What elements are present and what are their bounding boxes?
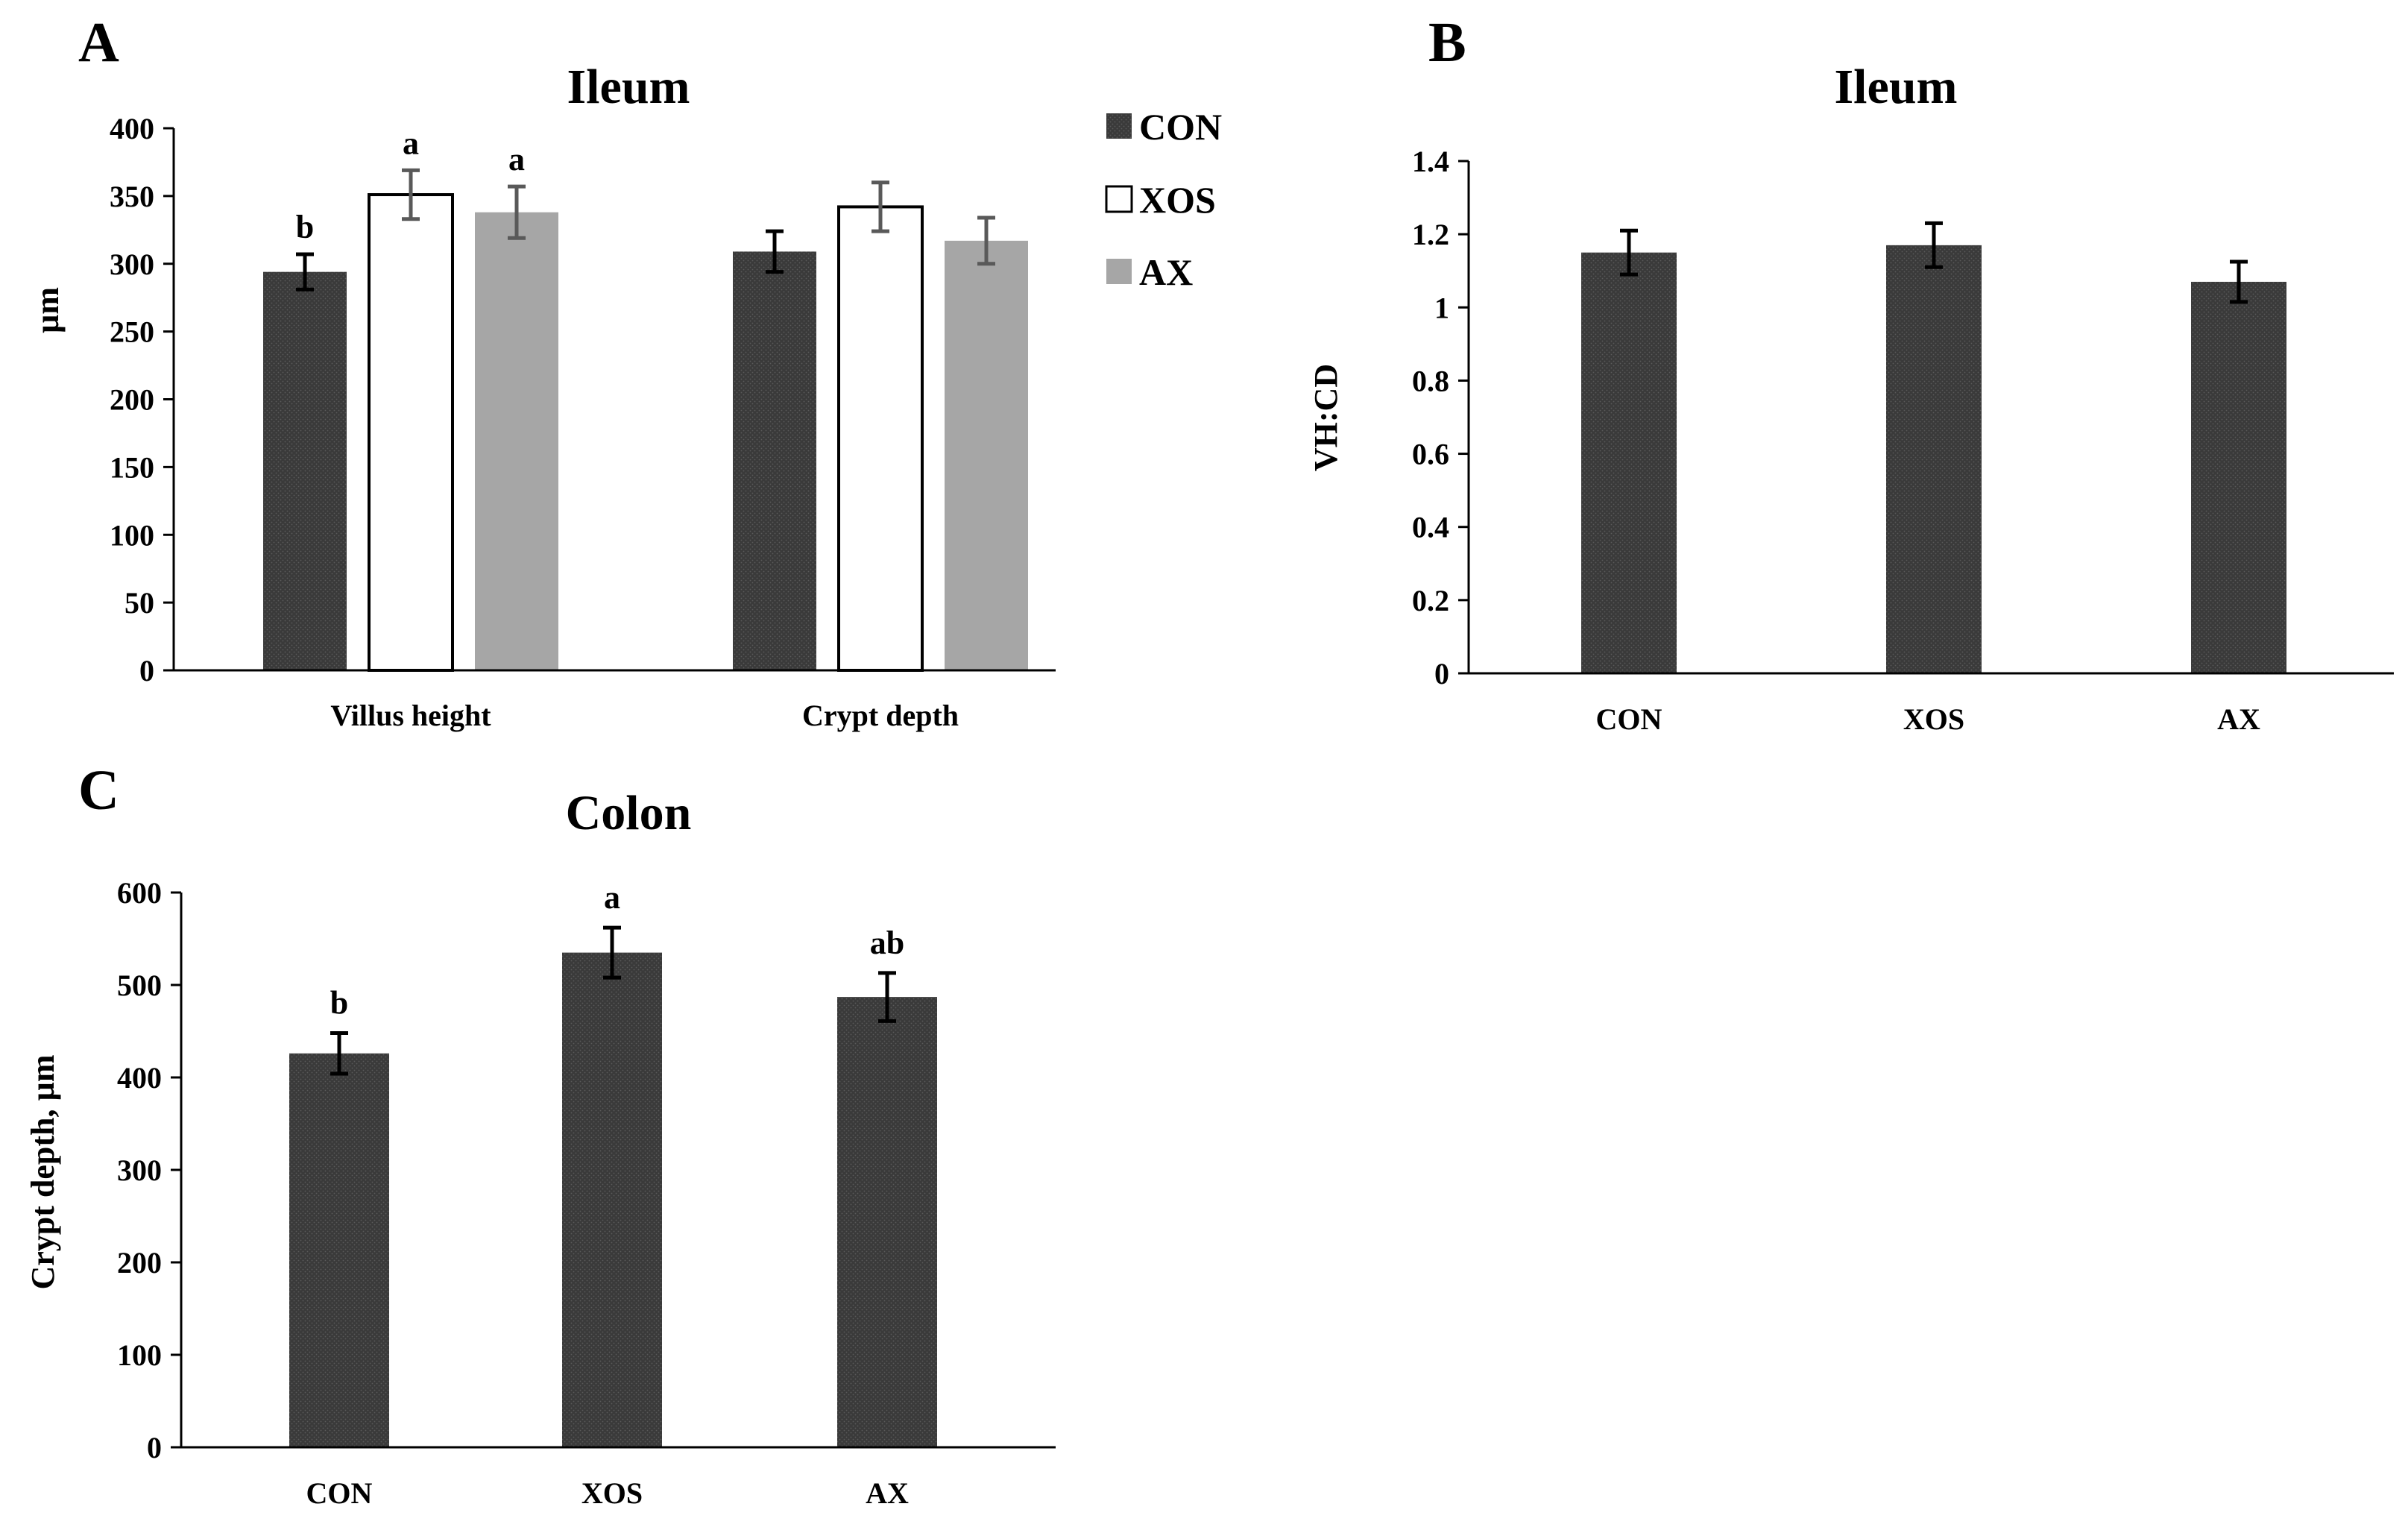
y-tick-label: 400 bbox=[117, 1061, 162, 1095]
y-tick-label: 250 bbox=[110, 315, 154, 349]
bars bbox=[1581, 245, 2286, 674]
y-tick-label: 1.4 bbox=[1412, 145, 1449, 178]
significance-labels: b a ab bbox=[330, 879, 904, 1021]
significance-label: a bbox=[604, 879, 620, 916]
bar-xos bbox=[837, 205, 924, 673]
y-tick-label: 300 bbox=[110, 248, 154, 281]
significance-label: a bbox=[403, 125, 419, 161]
x-tick-label: XOS bbox=[581, 1476, 643, 1510]
y-tick-label: 300 bbox=[117, 1153, 162, 1187]
legend-swatch-ax bbox=[1106, 259, 1132, 284]
panel-letter: B bbox=[1428, 11, 1466, 74]
bar-xos bbox=[368, 193, 454, 672]
y-tick-labels: 0 100 200 300 400 500 600 bbox=[117, 876, 181, 1464]
bar-xos bbox=[562, 952, 662, 1447]
significance-label: b bbox=[330, 984, 348, 1021]
bar-ax bbox=[475, 212, 558, 670]
bars bbox=[289, 952, 937, 1447]
y-axis-title: Crypt depth, µm bbox=[25, 1054, 61, 1289]
legend-label: XOS bbox=[1139, 179, 1216, 221]
y-tick-label: 50 bbox=[125, 586, 154, 620]
y-axis-title: VH:CD bbox=[1308, 364, 1344, 471]
bar-xos bbox=[1886, 245, 1982, 674]
y-tick-label: 600 bbox=[117, 876, 162, 910]
y-tick-label: 400 bbox=[110, 112, 154, 145]
chart-title: Colon bbox=[566, 786, 692, 840]
panel-letter: A bbox=[78, 11, 119, 74]
significance-labels: b a a bbox=[296, 125, 525, 245]
legend-swatch-con bbox=[1106, 113, 1132, 139]
chart-title: Ileum bbox=[567, 60, 690, 114]
y-tick-label: 0.6 bbox=[1412, 438, 1449, 471]
bar-ax bbox=[2191, 281, 2286, 674]
y-tick-label: 0.4 bbox=[1412, 511, 1449, 544]
y-tick-label: 0 bbox=[1434, 657, 1449, 690]
y-tick-label: 100 bbox=[117, 1338, 162, 1372]
error-bars bbox=[1620, 221, 2248, 304]
chart-title: Ileum bbox=[1835, 60, 1958, 114]
y-tick-label: 1.2 bbox=[1412, 218, 1449, 251]
y-axis-title: µm bbox=[29, 287, 66, 333]
y-tick-label: 500 bbox=[117, 969, 162, 1002]
y-tick-label: 150 bbox=[110, 450, 154, 484]
y-tick-label: 0.8 bbox=[1412, 364, 1449, 397]
panel-b: B Ileum VH:CD 0 0.2 0.4 0.6 0.8 1 1.2 1.4 CON XO… bbox=[1308, 11, 2394, 736]
x-tick-label: AX bbox=[866, 1476, 909, 1510]
x-tick-label: CON bbox=[1596, 702, 1662, 736]
bar-con bbox=[733, 251, 816, 671]
x-tick-label: Crypt depth bbox=[802, 699, 959, 732]
y-tick-label: 350 bbox=[110, 180, 154, 213]
bar-ax bbox=[945, 240, 1028, 670]
panel-c: C Colon Crypt depth, µm 0 100 200 300 400 500… bbox=[25, 759, 1056, 1510]
category-labels: CON XOS AX bbox=[306, 1476, 909, 1510]
y-tick-label: 0 bbox=[147, 1431, 162, 1464]
x-tick-label: AX bbox=[2217, 702, 2260, 736]
legend: CON XOS AX bbox=[1105, 106, 1222, 293]
y-tick-labels: 0 50 100 150 200 250 300 350 400 bbox=[110, 112, 174, 687]
bar-ax bbox=[837, 997, 937, 1447]
x-tick-label: XOS bbox=[1903, 702, 1964, 736]
legend-label: CON bbox=[1139, 106, 1222, 148]
y-tick-label: 1 bbox=[1434, 291, 1449, 324]
bar-con bbox=[1581, 252, 1677, 673]
x-tick-label: CON bbox=[306, 1476, 373, 1510]
y-tick-label: 200 bbox=[110, 383, 154, 417]
category-labels: Villus height Crypt depth bbox=[330, 699, 959, 732]
error-bars bbox=[330, 925, 896, 1076]
bar-con bbox=[289, 1053, 389, 1447]
y-tick-labels: 0 0.2 0.4 0.6 0.8 1 1.2 1.4 bbox=[1412, 145, 1469, 690]
bars bbox=[263, 193, 1028, 673]
significance-label: a bbox=[508, 141, 525, 177]
significance-label: b bbox=[296, 209, 314, 245]
category-labels: CON XOS AX bbox=[1596, 702, 2260, 736]
x-tick-label: Villus height bbox=[330, 699, 491, 732]
legend-label: AX bbox=[1139, 251, 1193, 293]
panel-letter: C bbox=[78, 759, 119, 822]
significance-label: ab bbox=[870, 925, 904, 961]
error-bars bbox=[296, 168, 995, 292]
legend-swatch-xos bbox=[1105, 185, 1133, 213]
y-tick-label: 100 bbox=[110, 518, 154, 552]
y-tick-label: 0 bbox=[139, 654, 154, 687]
bar-con bbox=[263, 271, 347, 670]
y-tick-label: 200 bbox=[117, 1246, 162, 1280]
y-tick-label: 0.2 bbox=[1412, 584, 1449, 617]
